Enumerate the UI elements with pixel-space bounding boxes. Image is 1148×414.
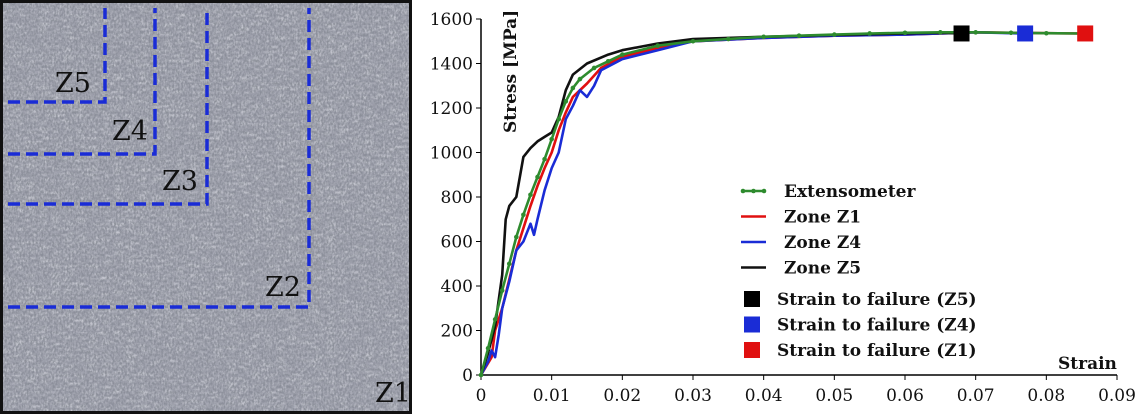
legend-point-extensometer xyxy=(761,188,767,194)
series-point-extensometer xyxy=(591,65,597,71)
zone-label-z2: Z2 xyxy=(265,272,301,303)
legend-swatch-strain-to-failure-z4 xyxy=(744,316,760,333)
zone-boundary-z3 xyxy=(8,8,209,206)
series-point-extensometer xyxy=(563,99,569,104)
series-point-extensometer xyxy=(492,317,498,322)
y-tick-label: 1600 xyxy=(430,10,473,30)
legend-label-zone-z1: Zone Z1 xyxy=(784,208,861,228)
series-point-extensometer xyxy=(577,76,583,82)
zone-boundary-z4 xyxy=(8,8,157,156)
series-point-extensometer xyxy=(938,30,943,35)
zone-label-z3: Z3 xyxy=(162,166,198,197)
chart-legend: Extensometer Zone Z1 Zone Z4 Zone Z5 Strain … xyxy=(740,182,977,361)
y-tick-label: 1000 xyxy=(430,144,473,164)
series-point-extensometer xyxy=(832,32,837,37)
legend-label-zone-z4: Zone Z4 xyxy=(784,233,861,253)
y-tick-labels: 0 200 400 600 800 1000 1200 1400 1600 xyxy=(430,10,481,386)
zone-label-z1: Z1 xyxy=(375,378,411,409)
series-point-extensometer xyxy=(570,85,576,91)
series-point-extensometer xyxy=(867,31,872,36)
legend-label-strain-to-failure-z5: Strain to failure (Z5) xyxy=(777,290,977,310)
legend-swatch-strain-to-failure-z5 xyxy=(744,291,760,307)
failure-marker-strain-to-failure-z1 xyxy=(1077,25,1094,42)
x-tick-label: 0 xyxy=(476,386,487,406)
series-point-extensometer xyxy=(514,234,519,240)
series-layer xyxy=(478,30,1084,378)
x-tick-label: 0.02 xyxy=(603,386,641,406)
x-tick-label: 0.01 xyxy=(533,386,571,406)
series-point-extensometer xyxy=(605,58,611,64)
legend-label-extensometer: Extensometer xyxy=(784,182,917,202)
series-point-extensometer xyxy=(761,34,766,40)
failure-marker-strain-to-failure-z4 xyxy=(1017,25,1034,42)
micrograph-frame xyxy=(0,0,412,414)
x-tick-label: 0.07 xyxy=(957,386,995,406)
series-point-extensometer xyxy=(556,116,562,122)
y-axis-label: Stress [MPa] xyxy=(501,10,521,133)
x-tick-label: 0.06 xyxy=(886,386,924,406)
stress-strain-chart: 0 0.01 0.02 0.03 0.04 0.05 0.06 0.07 0.08 0.09 0 2… xyxy=(430,10,1136,406)
series-point-extensometer xyxy=(528,192,533,198)
series-point-extensometer xyxy=(796,33,802,38)
series-point-extensometer xyxy=(542,156,547,162)
zone-label-z5: Z5 xyxy=(55,68,91,99)
micrograph-panel: Z5 Z4 Z3 Z2 Z1 xyxy=(0,0,412,414)
y-tick-label: 600 xyxy=(441,233,473,253)
zone-boundary-z2 xyxy=(8,8,311,309)
series-point-extensometer xyxy=(620,52,625,57)
legend-label-zone-z5: Zone Z5 xyxy=(784,259,861,279)
series-point-extensometer xyxy=(521,212,526,218)
x-tick-label: 0.04 xyxy=(745,386,783,406)
legend-point-extensometer xyxy=(751,188,756,194)
x-tick-label: 0.05 xyxy=(815,386,853,406)
series-point-extensometer xyxy=(535,174,540,180)
series-point-extensometer xyxy=(655,43,660,48)
y-tick-label: 1400 xyxy=(430,55,473,75)
x-tick-label: 0.09 xyxy=(1098,386,1136,406)
zone-label-z4: Z4 xyxy=(112,116,148,147)
micrograph-texture-dark xyxy=(0,0,412,414)
series-point-extensometer xyxy=(1044,30,1049,36)
y-tick-label: 400 xyxy=(441,277,473,297)
failure-marker-strain-to-failure-z5 xyxy=(953,25,970,42)
y-tick-label: 0 xyxy=(462,366,473,386)
y-tick-label: 800 xyxy=(441,188,473,208)
legend-label-strain-to-failure-z4: Strain to failure (Z4) xyxy=(777,316,977,336)
legend-point-extensometer xyxy=(740,188,746,194)
series-point-extensometer xyxy=(690,38,696,44)
x-tick-label: 0.03 xyxy=(674,386,712,406)
series-point-extensometer xyxy=(973,30,978,35)
series-point-extensometer xyxy=(499,288,505,293)
x-tick-label: 0.08 xyxy=(1027,386,1065,406)
series-point-extensometer xyxy=(549,136,554,142)
failure-markers xyxy=(953,25,1094,42)
series-point-extensometer xyxy=(506,261,512,267)
series-point-extensometer xyxy=(478,372,484,378)
series-point-extensometer xyxy=(485,346,491,351)
legend-label-strain-to-failure-z1: Strain to failure (Z1) xyxy=(777,341,977,361)
series-point-extensometer xyxy=(902,30,908,36)
series-point-extensometer xyxy=(1008,30,1014,36)
y-tick-label: 200 xyxy=(441,322,473,342)
series-point-extensometer xyxy=(726,36,731,42)
x-tick-labels: 0 0.01 0.02 0.03 0.04 0.05 0.06 0.07 0.08 0.09 xyxy=(476,375,1136,406)
legend-swatch-strain-to-failure-z1 xyxy=(744,342,760,358)
y-tick-label: 1200 xyxy=(430,99,473,119)
x-axis-label: Strain xyxy=(1058,354,1117,374)
zone-boundary-z5 xyxy=(8,8,107,104)
